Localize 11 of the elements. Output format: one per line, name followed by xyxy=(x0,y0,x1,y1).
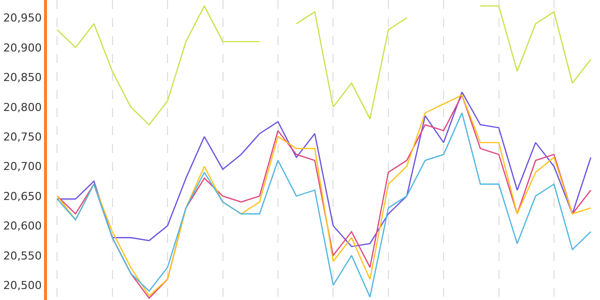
y-tick-label: 20,750 xyxy=(3,130,42,144)
y-tick-label: 20,950 xyxy=(3,12,42,25)
y-tick-label: 20,550 xyxy=(3,249,42,262)
y-tick-label: 20,850 xyxy=(3,71,42,84)
y-tick-label: 20,500 xyxy=(3,279,42,292)
y-tick-label: 20,650 xyxy=(3,190,42,203)
y-tick-label: 20,700 xyxy=(3,160,42,174)
y-tick-label: 20,800 xyxy=(3,100,42,114)
line-series xyxy=(56,91,592,248)
y-tick-label: 20,600 xyxy=(3,220,42,233)
y-tick-label: 20,900 xyxy=(3,41,42,54)
